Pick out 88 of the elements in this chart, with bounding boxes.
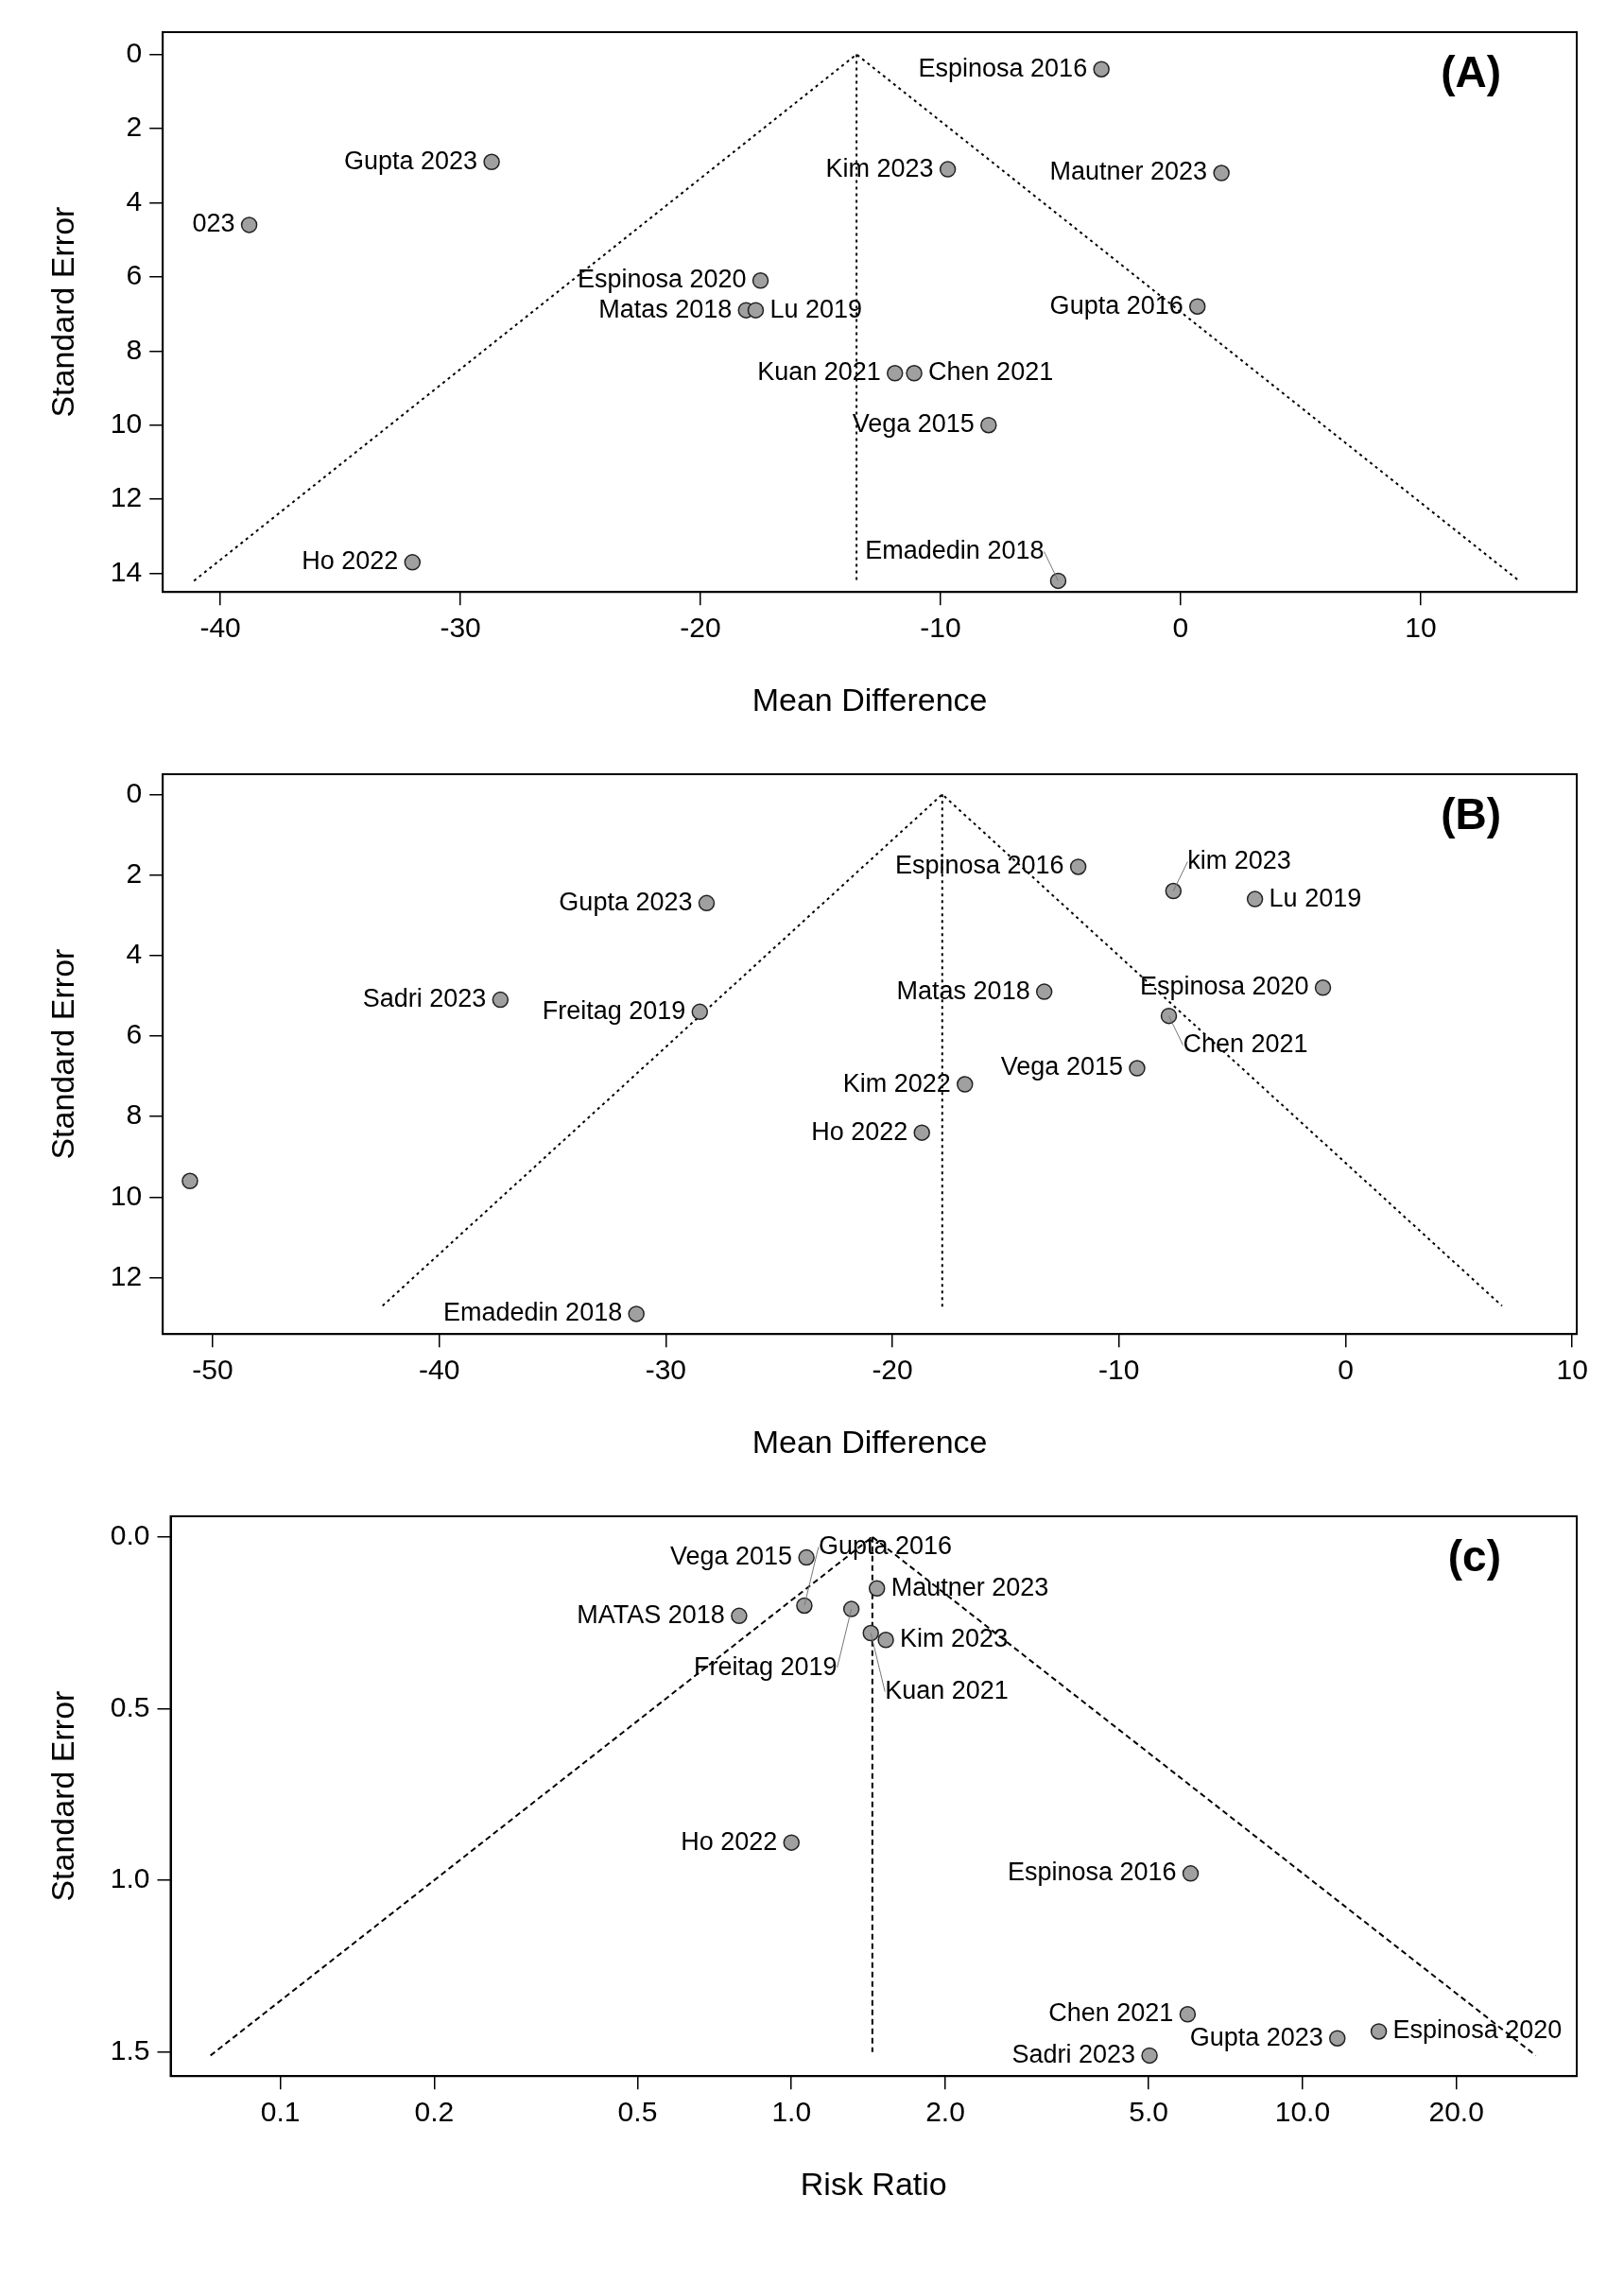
annotation: Chen 2021: [1183, 1029, 1308, 1059]
y-tick-label: 0: [126, 776, 143, 808]
x-tick-label: 10: [1556, 1354, 1588, 1386]
y-tick-label: 4: [126, 184, 143, 216]
x-tick-label: 5.0: [1129, 2096, 1168, 2128]
annotation: Sadri 2023: [362, 984, 487, 1013]
x-tick-label: 10.0: [1274, 2096, 1331, 2128]
x-tick-label: -30: [645, 1354, 687, 1386]
annotation: Ho 2022: [302, 546, 399, 576]
annotation: (c): [1447, 1530, 1501, 1581]
y-axis-title: Standard Error: [43, 1690, 80, 1902]
y-tick-label: 0.5: [110, 1690, 150, 1722]
annotation: (A): [1441, 46, 1501, 96]
y-tick-label: 0.0: [110, 1519, 150, 1551]
y-tick-label: 10: [110, 406, 143, 439]
annotation: Espinosa 2020: [1392, 2015, 1563, 2045]
y-tick-label: 1.0: [110, 1862, 150, 1894]
annotation: Freitag 2019: [542, 995, 686, 1025]
x-tick-label: 0.2: [414, 2096, 455, 2128]
x-tick-label: -10: [920, 612, 961, 644]
y-tick-label: 12: [110, 1259, 143, 1291]
annotation: Espinosa 2016: [1007, 1858, 1177, 1887]
annotation: Matas 2018: [896, 976, 1030, 1005]
annotation: Kuan 2021: [757, 357, 881, 387]
annotation: Gupta 2016: [1049, 290, 1183, 320]
x-tick-label: 0: [1172, 612, 1189, 644]
annotation: Kim 2023: [900, 1624, 1009, 1653]
annotation: Kim 2023: [825, 153, 934, 182]
x-tick-label: 2.0: [925, 2096, 965, 2128]
x-tick-label: 10: [1405, 612, 1437, 644]
annotation: Mautner 2023: [890, 1572, 1049, 1601]
annotation: MATAS 2018: [577, 1599, 725, 1629]
x-axis-title: Mean Difference: [752, 681, 988, 717]
x-tick-label: -40: [199, 612, 241, 644]
annotation: Matas 2018: [598, 294, 733, 323]
annotation: Mautner 2023: [1049, 157, 1208, 186]
annotation: Espinosa 2020: [577, 265, 747, 294]
y-tick-label: 8: [126, 1098, 143, 1131]
annotation: Ho 2022: [811, 1116, 908, 1146]
annotation: Vega 2015: [1000, 1052, 1123, 1081]
y-tick-label: 8: [126, 333, 143, 365]
x-tick-label: 20.0: [1428, 2096, 1484, 2128]
annotation: Ho 2022: [681, 1826, 778, 1856]
x-tick-label: -20: [872, 1354, 913, 1386]
annotation: Espinosa 2016: [894, 851, 1064, 880]
annotation: Kim 2022: [842, 1068, 951, 1098]
annotation: Chen 2021: [1048, 1998, 1174, 2028]
annotation: Espinosa 2020: [1139, 972, 1309, 1001]
annotation: Gupta 2023: [343, 146, 478, 175]
y-tick-label: 10: [110, 1179, 143, 1211]
annotation: Vega 2015: [852, 409, 975, 439]
annotation: Freitag 2019: [694, 1651, 838, 1681]
annotation: Gupta 2023: [559, 887, 693, 916]
y-axis-title: Standard Error: [43, 206, 80, 418]
x-tick-label: 0.5: [617, 2096, 658, 2128]
annotation: (B): [1441, 788, 1501, 838]
annotation: Gupta 2023: [1189, 2022, 1323, 2051]
annotation: Chen 2021: [928, 357, 1054, 387]
annotation: kim 2023: [1187, 846, 1291, 875]
x-tick-label: -10: [1098, 1354, 1140, 1386]
annotation: Kuan 2021: [885, 1675, 1009, 1704]
y-tick-label: 1.5: [110, 2034, 150, 2066]
y-tick-label: 4: [126, 937, 143, 969]
x-axis-title: Mean Difference: [752, 1423, 988, 1460]
annotation: Vega 2015: [669, 1542, 793, 1571]
y-tick-label: 0: [126, 36, 143, 68]
annotation: Emadedin 2018: [865, 535, 1045, 564]
y-tick-label: 12: [110, 481, 143, 513]
x-tick-label: 0: [1338, 1354, 1354, 1386]
y-tick-label: 2: [126, 856, 143, 889]
x-tick-label: -50: [192, 1354, 233, 1386]
y-tick-label: 6: [126, 259, 143, 291]
y-tick-label: 14: [110, 555, 143, 587]
y-axis-title: Standard Error: [43, 948, 80, 1160]
x-axis-title: Risk Ratio: [800, 2165, 947, 2202]
annotation: Emadedin 2018: [443, 1298, 623, 1327]
y-tick-label: 2: [126, 111, 143, 143]
annotation: 023: [192, 209, 235, 238]
x-tick-label: -30: [440, 612, 481, 644]
annotation: Sadri 2023: [1011, 2039, 1136, 2068]
x-tick-label: 1.0: [771, 2096, 812, 2128]
annotation: Lu 2019: [769, 294, 863, 323]
x-tick-label: -20: [680, 612, 721, 644]
annotation: Lu 2019: [1269, 883, 1362, 912]
x-tick-label: 0.1: [260, 2096, 301, 2128]
annotation: Espinosa 2016: [918, 53, 1088, 82]
x-tick-label: -40: [418, 1354, 460, 1386]
y-tick-label: 6: [126, 1018, 143, 1050]
